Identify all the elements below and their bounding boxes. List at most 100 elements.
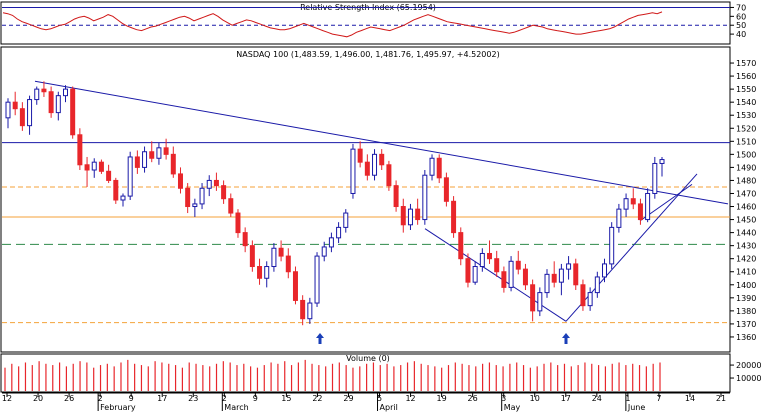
candle-body xyxy=(206,179,212,189)
candle-body xyxy=(522,268,528,286)
volume-panel xyxy=(0,353,731,393)
candle-body xyxy=(264,266,270,279)
candle-body xyxy=(472,266,478,283)
candle-body xyxy=(343,212,349,228)
candle xyxy=(48,86,54,118)
rsi-tick-label: 70 xyxy=(736,3,746,12)
candle xyxy=(508,256,514,292)
candle xyxy=(257,258,263,285)
candle xyxy=(487,240,493,264)
candle-body xyxy=(77,134,83,166)
candle xyxy=(27,95,33,135)
rsi-tick-label: 40 xyxy=(736,30,746,39)
candle xyxy=(213,172,219,191)
trendline xyxy=(34,80,729,205)
price-tick-label: 1550 xyxy=(736,85,756,94)
candle xyxy=(551,261,557,288)
candle xyxy=(558,263,564,296)
price-tick-label: 1560 xyxy=(736,72,756,81)
candle-body xyxy=(185,187,191,208)
candle xyxy=(163,138,169,160)
candle xyxy=(357,141,363,168)
rsi-tick-label: 60 xyxy=(736,12,746,21)
candle-body xyxy=(106,170,112,181)
candle xyxy=(422,170,428,225)
candle-body xyxy=(580,284,586,307)
candle-body xyxy=(458,232,464,260)
price-tick-label: 1430 xyxy=(736,242,756,251)
candle-body xyxy=(300,299,306,320)
candle-body xyxy=(84,164,90,171)
candle-body xyxy=(587,292,593,307)
candle-body xyxy=(55,95,61,114)
x-tick-label: 19 xyxy=(437,394,447,403)
candle xyxy=(364,154,370,181)
candle xyxy=(199,183,205,210)
candle-body xyxy=(350,148,356,194)
price-tick-label: 1480 xyxy=(736,176,756,185)
candle xyxy=(400,198,406,233)
candle-body xyxy=(443,177,449,202)
x-tick-label: 15 xyxy=(281,394,291,403)
price-panel-title: NASDAQ 100 (1,483.59, 1,496.00, 1,481.76… xyxy=(236,50,499,59)
candle-body xyxy=(156,147,162,159)
candle-body xyxy=(537,292,543,312)
candle-body xyxy=(314,255,320,304)
candle xyxy=(580,279,586,311)
candle xyxy=(34,86,40,105)
candle xyxy=(429,154,435,181)
candle xyxy=(522,263,528,290)
candle-body xyxy=(91,161,97,171)
x-tick-label: 21 xyxy=(716,394,726,403)
candle-body xyxy=(357,148,363,163)
candle-body xyxy=(386,164,392,187)
candle-body xyxy=(393,185,399,208)
candle-body xyxy=(249,245,255,268)
candle-body xyxy=(415,208,421,221)
candle-body xyxy=(336,226,342,239)
rsi-line xyxy=(2,11,663,38)
candle xyxy=(659,156,665,177)
candle-body xyxy=(62,88,68,97)
candle-body xyxy=(70,88,76,136)
x-tick-label: 5 xyxy=(377,394,382,403)
x-tick-label: 7 xyxy=(656,394,661,403)
candle-body xyxy=(328,237,334,248)
price-tick-label: 1440 xyxy=(736,229,756,238)
candle xyxy=(84,156,90,187)
candle xyxy=(530,279,536,322)
candle-body xyxy=(407,208,413,226)
candle-body xyxy=(142,151,148,168)
candle-body xyxy=(400,206,406,226)
candle xyxy=(501,266,507,293)
candle-body xyxy=(659,159,665,164)
candle-body xyxy=(285,255,291,273)
candle xyxy=(142,146,148,173)
candle-body xyxy=(566,263,572,270)
candle xyxy=(264,261,270,288)
x-tick-label: 26 xyxy=(468,394,478,403)
price-tick-label: 1500 xyxy=(736,150,756,159)
candle xyxy=(106,164,112,184)
price-tick-label: 1490 xyxy=(736,163,756,172)
candle-body xyxy=(573,263,579,286)
price-tick-label: 1570 xyxy=(736,59,756,68)
candle xyxy=(228,193,234,217)
candle-body xyxy=(616,208,622,228)
month-label: February xyxy=(100,403,136,412)
candle xyxy=(62,85,68,103)
candle-body xyxy=(149,151,155,159)
candle xyxy=(300,295,306,326)
candle-body xyxy=(228,198,234,214)
candle xyxy=(55,91,61,121)
candle-body xyxy=(530,284,536,312)
candle-body xyxy=(177,173,183,189)
candle xyxy=(537,287,543,317)
candle xyxy=(156,142,162,165)
candle-body xyxy=(630,198,636,205)
candle xyxy=(479,248,485,272)
candle-body xyxy=(41,88,47,93)
candle-body xyxy=(98,161,104,172)
x-tick-label: 12 xyxy=(2,394,12,403)
